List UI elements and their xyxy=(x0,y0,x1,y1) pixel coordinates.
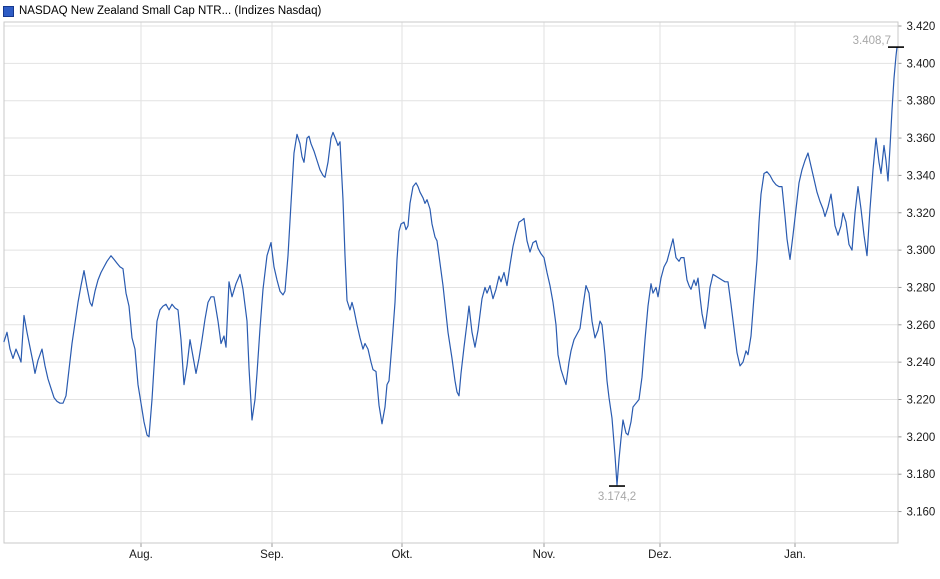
y-tick-label: 3.360 xyxy=(907,133,936,145)
y-tick-label: 3.280 xyxy=(907,282,936,294)
chart-plot-area[interactable] xyxy=(4,22,898,543)
chart-legend: NASDAQ New Zealand Small Cap NTR... (Ind… xyxy=(3,3,321,19)
y-tick-label: 3.220 xyxy=(907,395,936,407)
low-label: 3.174,2 xyxy=(598,491,636,503)
x-tick-label: Jan. xyxy=(784,549,806,561)
y-tick-label: 3.400 xyxy=(907,58,936,70)
x-tick-label: Nov. xyxy=(533,549,556,561)
y-tick-label: 3.340 xyxy=(907,170,936,182)
y-tick-label: 3.320 xyxy=(907,208,936,220)
high-label: 3.408,7 xyxy=(853,35,891,47)
price-line xyxy=(3,46,898,486)
y-tick-label: 3.200 xyxy=(907,432,936,444)
chart-title: NASDAQ New Zealand Small Cap NTR... (Ind… xyxy=(19,5,322,17)
legend-swatch-icon xyxy=(3,5,14,17)
x-tick-label: Dez. xyxy=(648,549,672,561)
y-tick-label: 3.380 xyxy=(907,96,936,108)
x-tick-label: Okt. xyxy=(391,549,412,561)
x-tick-label: Aug. xyxy=(129,549,153,561)
y-tick-label: 3.260 xyxy=(907,320,936,332)
y-tick-label: 3.240 xyxy=(907,357,936,369)
y-tick-label: 3.420 xyxy=(907,21,936,33)
chart-frame xyxy=(3,21,899,544)
y-tick-label: 3.160 xyxy=(907,507,936,519)
y-tick-label: 3.300 xyxy=(907,245,936,257)
y-tick-label: 3.180 xyxy=(907,469,936,481)
x-tick-label: Sep. xyxy=(260,549,284,561)
